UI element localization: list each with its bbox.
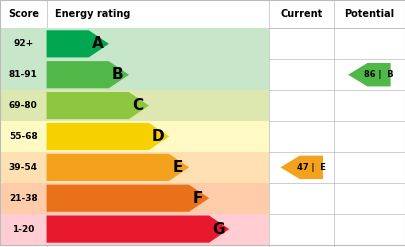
Bar <box>47 59 269 90</box>
Bar <box>47 28 269 59</box>
Text: E: E <box>173 160 183 175</box>
Text: B: B <box>112 67 124 82</box>
Bar <box>47 152 269 183</box>
Bar <box>0 214 47 245</box>
Polygon shape <box>47 185 209 212</box>
Bar <box>47 183 269 214</box>
Text: Potential: Potential <box>345 9 394 19</box>
Bar <box>0 59 47 90</box>
Text: 21-38: 21-38 <box>9 194 38 203</box>
Text: C: C <box>132 98 143 113</box>
Text: A: A <box>92 36 104 51</box>
Bar <box>0 183 47 214</box>
Bar <box>0 121 47 152</box>
Polygon shape <box>47 154 189 181</box>
Text: 1-20: 1-20 <box>12 225 34 234</box>
Polygon shape <box>47 123 169 150</box>
Polygon shape <box>280 156 323 179</box>
Bar <box>47 121 269 152</box>
Bar <box>47 214 269 245</box>
Text: Energy rating: Energy rating <box>55 9 130 19</box>
Polygon shape <box>47 215 229 243</box>
Text: 92+: 92+ <box>13 39 33 48</box>
Polygon shape <box>47 92 149 119</box>
Text: G: G <box>212 222 224 237</box>
Text: 55-68: 55-68 <box>9 132 38 141</box>
Bar <box>47 90 269 121</box>
Text: 86 |  B: 86 | B <box>364 70 394 79</box>
Text: 81-91: 81-91 <box>9 70 38 79</box>
Text: F: F <box>193 191 203 206</box>
Polygon shape <box>47 30 109 58</box>
Text: Current: Current <box>281 9 323 19</box>
Bar <box>0 28 47 59</box>
Text: D: D <box>151 129 164 144</box>
Polygon shape <box>47 61 129 88</box>
Text: Score: Score <box>8 9 39 19</box>
Text: 69-80: 69-80 <box>9 101 38 110</box>
Text: 47 |  E: 47 | E <box>297 163 326 172</box>
Text: 39-54: 39-54 <box>9 163 38 172</box>
Polygon shape <box>348 63 390 86</box>
Bar <box>0 90 47 121</box>
Bar <box>0 152 47 183</box>
